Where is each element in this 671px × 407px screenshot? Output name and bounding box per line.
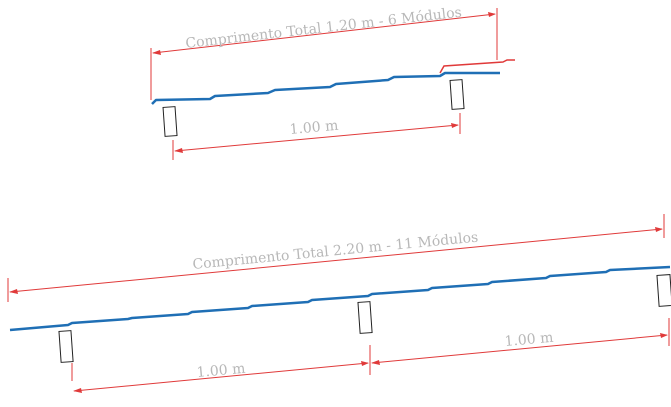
- bottom-total-dimension: Comprimento Total 2.20 m - 11 Módulos: [7, 214, 665, 302]
- support-block: [357, 301, 373, 334]
- arrow-head: [152, 50, 161, 55]
- arrow-head: [655, 227, 663, 232]
- bottom-span-label-left: 1.00 m: [196, 361, 246, 381]
- diagram-bottom: Comprimento Total 2.20 m - 11 Módulos 1.…: [7, 214, 671, 393]
- top-total-label: Comprimento Total 1.20 m - 6 Módulos: [185, 5, 463, 52]
- overlap-tile-segment: [439, 59, 515, 74]
- arrow-head: [9, 289, 18, 294]
- top-span-label: 1.00 m: [289, 118, 339, 138]
- support-block: [656, 274, 671, 307]
- arrow-head: [361, 361, 369, 366]
- tile-profile-top: [151, 71, 500, 105]
- support-block: [449, 79, 465, 110]
- tile-profile-bottom: [9, 265, 671, 332]
- bottom-span-label-right: 1.00 m: [504, 330, 554, 350]
- arrow-head: [451, 123, 459, 128]
- top-span-dimension: 1.00 m: [172, 113, 461, 160]
- bottom-span-dimension-right: 1.00 m: [371, 318, 670, 365]
- diagram-top: Comprimento Total 1.20 m - 6 Módulos 1.0…: [150, 5, 515, 160]
- arrow-head: [371, 360, 380, 365]
- arrow-head: [73, 388, 82, 393]
- arrow-head: [174, 148, 183, 153]
- top-total-dimension: Comprimento Total 1.20 m - 6 Módulos: [150, 5, 498, 100]
- support-block: [162, 106, 178, 137]
- bottom-span-dimension-left: 1.00 m: [71, 345, 371, 393]
- support-block: [58, 330, 74, 363]
- arrow-head: [488, 12, 496, 17]
- arrow-head: [660, 333, 668, 338]
